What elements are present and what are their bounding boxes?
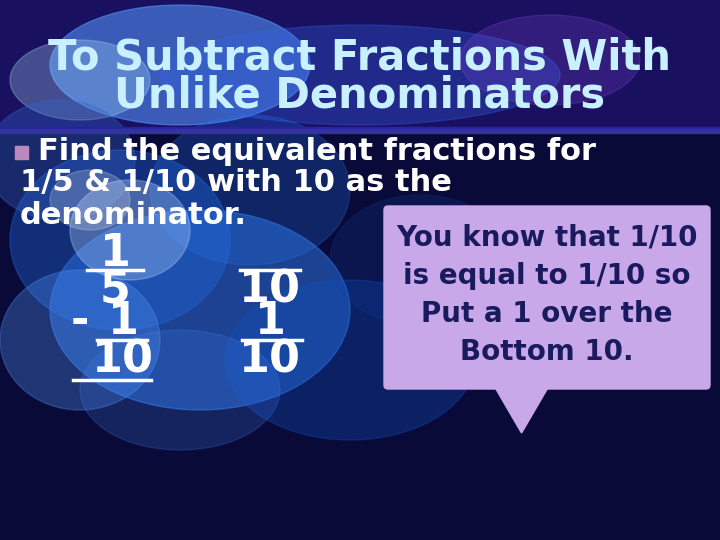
Bar xyxy=(0,129,720,133)
Bar xyxy=(0,0,720,130)
Ellipse shape xyxy=(0,270,160,410)
Text: Unlike Denominators: Unlike Denominators xyxy=(114,74,606,116)
Text: 1: 1 xyxy=(107,300,138,343)
Text: You know that 1/10: You know that 1/10 xyxy=(396,224,698,252)
Bar xyxy=(0,130,720,540)
Ellipse shape xyxy=(460,15,640,105)
Text: 1/5 & 1/10 with 10 as the: 1/5 & 1/10 with 10 as the xyxy=(20,167,452,197)
Ellipse shape xyxy=(70,180,190,280)
Ellipse shape xyxy=(50,5,310,125)
Text: 10: 10 xyxy=(239,339,301,381)
Ellipse shape xyxy=(330,195,510,325)
Ellipse shape xyxy=(10,40,150,120)
Bar xyxy=(0,127,720,132)
Text: Find the equivalent fractions for: Find the equivalent fractions for xyxy=(38,137,596,165)
Text: 10: 10 xyxy=(239,268,301,312)
Text: denominator.: denominator. xyxy=(20,200,247,230)
Text: 5: 5 xyxy=(99,268,130,312)
Text: 1: 1 xyxy=(254,300,286,343)
Ellipse shape xyxy=(150,115,350,265)
Text: Bottom 10.: Bottom 10. xyxy=(460,338,634,366)
Ellipse shape xyxy=(50,210,350,410)
Ellipse shape xyxy=(225,280,475,440)
Text: -: - xyxy=(71,300,89,343)
Bar xyxy=(15,146,28,159)
Text: 1: 1 xyxy=(99,233,130,275)
Text: is equal to 1/10 so: is equal to 1/10 so xyxy=(403,262,690,290)
Text: To Subtract Fractions With: To Subtract Fractions With xyxy=(48,37,672,79)
Ellipse shape xyxy=(160,25,560,125)
Ellipse shape xyxy=(80,330,280,450)
Ellipse shape xyxy=(0,100,135,220)
Ellipse shape xyxy=(10,150,230,330)
Text: Put a 1 over the: Put a 1 over the xyxy=(421,300,672,328)
FancyBboxPatch shape xyxy=(384,206,710,389)
Ellipse shape xyxy=(50,170,130,230)
Polygon shape xyxy=(494,385,549,433)
Text: 10: 10 xyxy=(92,339,154,381)
